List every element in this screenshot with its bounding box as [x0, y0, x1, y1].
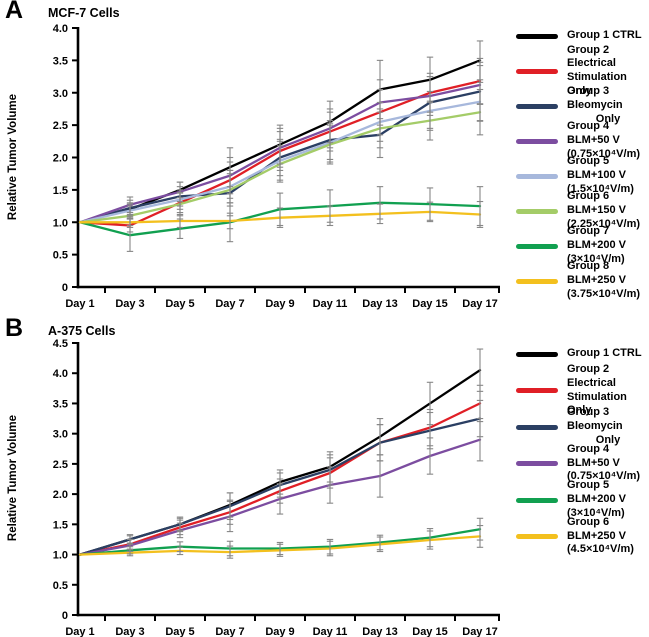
legend-swatch [516, 278, 558, 284]
legend-label: Group 2 Electrical Stimulation Only [567, 43, 627, 97]
panel-b-letter: B [5, 314, 24, 342]
legend-swatch [516, 388, 558, 393]
legend-item: Group 5 BLM+200 V (3×10⁴V/m) [516, 479, 649, 519]
x-category-label: Day 7 [215, 298, 244, 310]
y-tick-label: 1.0 [53, 550, 68, 562]
y-tick-label: 0 [62, 610, 68, 622]
legend-swatch [516, 138, 558, 144]
legend-item: Group 4 BLM+50 V (0.75×10⁴V/m) [516, 443, 649, 482]
legend-swatch [516, 534, 558, 539]
x-category-label: Day 13 [362, 626, 397, 637]
x-tick-labels: Day 1 Day 3 Day 5 Day 7 Day 9 Day 11 Day 13 Day… [65, 287, 500, 310]
y-tick-label: 2.5 [53, 120, 68, 132]
y-tick-label: 0.5 [53, 580, 68, 592]
legend-label: Group 4 BLM+50 V (0.75×10⁴V/m) [567, 442, 641, 483]
legend-item: Group 6 BLM+150 V (2.25×10⁴V/m) [516, 190, 649, 230]
series-lines [78, 369, 482, 556]
x-category-label: Day 13 [362, 298, 397, 310]
panel-a-letter: A [5, 0, 24, 24]
x-category-label: Day 9 [265, 298, 294, 310]
x-category-label: Day 3 [115, 298, 144, 310]
legend-b: Group 1 CTRL Group 2 Electrical Stimulatio… [516, 340, 649, 559]
legend-item: Group 6 BLM+250 V (4.5×10⁴V/m) [516, 516, 649, 555]
legend-label: Group 6 BLM+150 V (2.25×10⁴V/m) [567, 190, 641, 230]
x-category-label: Day 11 [313, 626, 348, 637]
x-tick-labels: Day 1 Day 3 Day 5 Day 7 Day 9 Day 11 Day 13 Day… [65, 615, 500, 637]
series-line [78, 369, 482, 556]
y-tick-label: 0 [62, 282, 68, 294]
error-bars [126, 40, 484, 252]
y-tick-label: 2.0 [53, 153, 68, 165]
x-category-label: Day 5 [165, 298, 194, 310]
legend-label: Group 4 BLM+50 V (0.75×10⁴V/m) [567, 120, 641, 160]
legend-swatch [516, 208, 558, 214]
x-category-label: Day 1 [65, 298, 94, 310]
legend-swatch [516, 424, 558, 430]
legend-swatch [516, 103, 558, 109]
legend-swatch [516, 33, 558, 39]
legend-item: Group 8 BLM+250 V (3.75×10⁴V/m) [516, 260, 649, 300]
x-category-label: Day 3 [115, 626, 144, 637]
error-bars [126, 348, 484, 559]
x-category-label: Day 1 [65, 626, 94, 637]
legend-label: Group 6 BLM+250 V (4.5×10⁴V/m) [567, 515, 634, 556]
legend-swatch [516, 497, 558, 503]
y-tick-label: 4.0 [53, 23, 68, 35]
y-tick-label: 1.5 [53, 519, 68, 531]
legend-label: Group 1 CTRL [567, 347, 642, 360]
y-tick-label: 3.5 [53, 398, 68, 410]
x-category-label: Day 5 [165, 626, 194, 637]
x-category-label: Day 9 [265, 626, 294, 637]
y-tick-label: 3.5 [53, 55, 68, 67]
legend-swatch [516, 173, 558, 179]
legend-label: Group 2 Electrical Stimulation Only [567, 363, 627, 417]
panel-a: A MCF-7 Cells Relative Tumor Volume 0 0.5… [0, 0, 649, 318]
legend-item: Group 1 CTRL [516, 22, 649, 50]
legend-swatch [516, 351, 558, 357]
y-tick-label: 2.5 [53, 459, 68, 471]
y-tick-label: 3.0 [53, 429, 68, 441]
x-category-label: Day 15 [412, 298, 447, 310]
y-tick-label: 4.0 [53, 368, 68, 380]
legend-label: Group 8 BLM+250 V (3.75×10⁴V/m) [567, 260, 641, 300]
x-category-label: Day 11 [313, 298, 348, 310]
legend-swatch [516, 461, 558, 466]
x-category-label: Day 15 [412, 626, 447, 637]
axes [76, 342, 500, 617]
legend-item: Group 7 BLM+200 V (3×10⁴V/m) [516, 225, 649, 265]
y-tick-label: 3.0 [53, 88, 68, 100]
y-tick-labels: 0 0.5 1.0 1.5 2.0 2.5 3.0 3.5 4.0 [53, 23, 78, 294]
y-tick-label: 2.0 [53, 489, 68, 501]
y-tick-label: 1.0 [53, 217, 68, 229]
legend-item: Group 2 Electrical Stimulation Only [516, 44, 649, 97]
y-tick-label: 0.5 [53, 250, 68, 262]
legend-label: Group 1 CTRL [567, 29, 642, 42]
panel-b-title: A-375 Cells [48, 324, 116, 338]
legend-label: Group 3 Bleomycin Only [567, 85, 623, 125]
y-tick-label: 4.5 [53, 338, 68, 350]
y-tick-label: 1.5 [53, 185, 68, 197]
x-category-label: Day 17 [462, 626, 497, 637]
x-category-label: Day 17 [462, 298, 497, 310]
legend-item: Group 3 Bleomycin Only [516, 85, 649, 125]
legend-label: Group 7 BLM+200 V (3×10⁴V/m) [567, 225, 626, 265]
legend-item: Group 2 Electrical Stimulation Only [516, 363, 649, 416]
legend-item: Group 1 CTRL [516, 340, 649, 368]
legend-label: Group 5 BLM+100 V (1.5×10⁴V/m) [567, 155, 634, 195]
legend-swatch [516, 68, 558, 74]
x-category-label: Day 7 [215, 626, 244, 637]
chart-a-plot: 0 0.5 1.0 1.5 2.0 2.5 3.0 3.5 4.0 Day 1 Day 3 Day 5… [53, 23, 500, 310]
panel-b: B A-375 Cells Relative Tumor Volume 0 0.5… [0, 314, 649, 637]
y-tick-labels: 0 0.5 1.0 1.5 2.0 2.5 3.0 3.5 4.0 4.5 [53, 338, 78, 622]
panel-a-title: MCF-7 Cells [48, 6, 120, 20]
legend-a: Group 1 CTRL Group 2 Electrical Stimulatio… [516, 22, 649, 302]
legend-label: Group 3 Bleomycin Only [567, 406, 623, 446]
legend-swatch [516, 243, 558, 249]
legend-item: Group 4 BLM+50 V (0.75×10⁴V/m) [516, 120, 649, 160]
legend-item: Group 3 Bleomycin Only [516, 406, 649, 446]
legend-label: Group 5 BLM+200 V (3×10⁴V/m) [567, 479, 626, 519]
legend-item: Group 5 BLM+100 V (1.5×10⁴V/m) [516, 155, 649, 195]
